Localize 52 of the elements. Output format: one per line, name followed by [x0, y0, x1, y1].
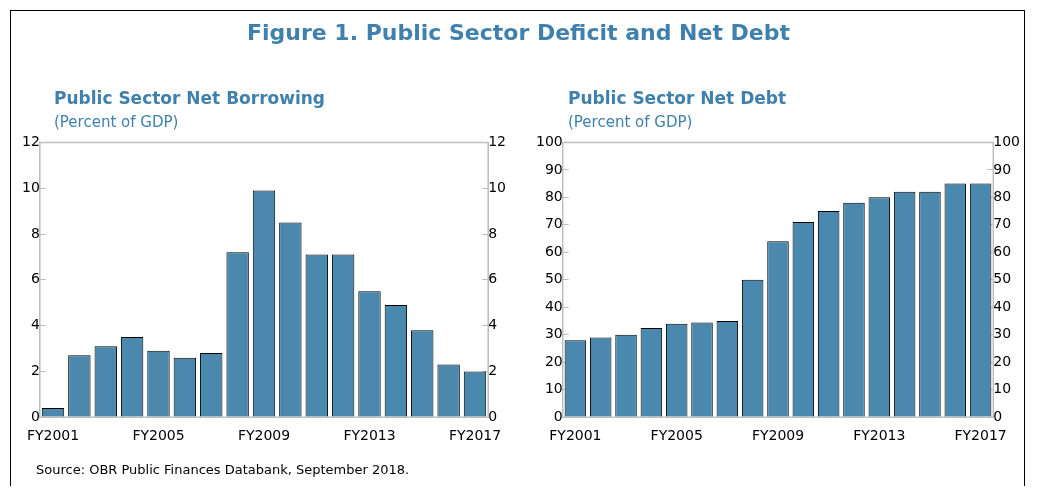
y-tick-label: 2	[30, 362, 40, 379]
y-tick-label: 100	[535, 133, 563, 150]
y-tick-label: 4	[30, 316, 40, 333]
y-tick-label: 40	[544, 297, 563, 314]
y2-tick-label: 12	[488, 133, 507, 150]
y2-tick-label: 10	[488, 178, 507, 195]
y-tick-label: 90	[544, 160, 563, 177]
y2-tick-label: 0	[993, 407, 1003, 424]
x-tick-label: FY2013	[343, 427, 396, 444]
y2-tick-label: 60	[993, 242, 1012, 259]
y2-tick-label: 10	[993, 380, 1012, 397]
chart-subtitle: (Percent of GDP)	[54, 113, 179, 131]
y-tick-label: 0	[30, 407, 40, 424]
x-tick-label: FY2001	[549, 427, 602, 444]
y2-tick-label: 30	[993, 325, 1012, 342]
x-tick-label: FY2017	[448, 427, 502, 444]
x-tick-label: FY2009	[237, 427, 291, 444]
y2-tick-label: 20	[993, 352, 1012, 369]
y-tick-label: 0	[553, 407, 563, 424]
chart-subtitle: (Percent of GDP)	[568, 113, 693, 131]
y2-tick-label: 40	[993, 297, 1012, 314]
chart-title: Public Sector Net Borrowing	[54, 88, 326, 108]
y2-tick-label: 4	[488, 316, 498, 333]
x-tick-label: FY2017	[954, 427, 1007, 444]
y-tick-label: 6	[30, 270, 40, 287]
caption: Figure 1. Public Sector Deficit and Net Debt	[245, 20, 792, 45]
x-tick-label: FY2009	[751, 427, 805, 444]
y-tick-label: 10	[544, 380, 563, 397]
x-tick-label: FY2005	[132, 427, 185, 444]
y-tick-label: 70	[544, 215, 563, 232]
y-tick-label: 8	[30, 224, 40, 241]
x-tick-label: FY2001	[26, 427, 80, 444]
y2-tick-label: 100	[993, 133, 1021, 150]
y2-tick-label: 8	[488, 224, 498, 241]
y-tick-label: 30	[544, 325, 563, 342]
x-tick-label: FY2005	[650, 427, 703, 444]
y2-tick-label: 50	[993, 270, 1012, 287]
y-tick-label: 80	[544, 188, 563, 204]
chart-title: Public Sector Net Debt	[568, 88, 787, 108]
y2-tick-label: 70	[993, 215, 1012, 232]
y-tick-label: 60	[544, 242, 563, 259]
source-note: Source: OBR Public Finances Databank, September 2018.	[36, 462, 410, 477]
y2-tick-label: 90	[993, 160, 1012, 177]
y-tick-label: 10	[21, 178, 40, 195]
y2-tick-label: 80	[993, 188, 1012, 204]
y2-tick-label: 0	[488, 407, 498, 424]
y2-tick-label: 2	[488, 362, 498, 379]
y-tick-label: 50	[544, 270, 563, 287]
y-tick-label: 12	[21, 133, 40, 150]
y2-tick-label: 6	[488, 270, 498, 287]
x-tick-label: FY2013	[853, 427, 906, 444]
y-tick-label: 20	[544, 352, 563, 369]
